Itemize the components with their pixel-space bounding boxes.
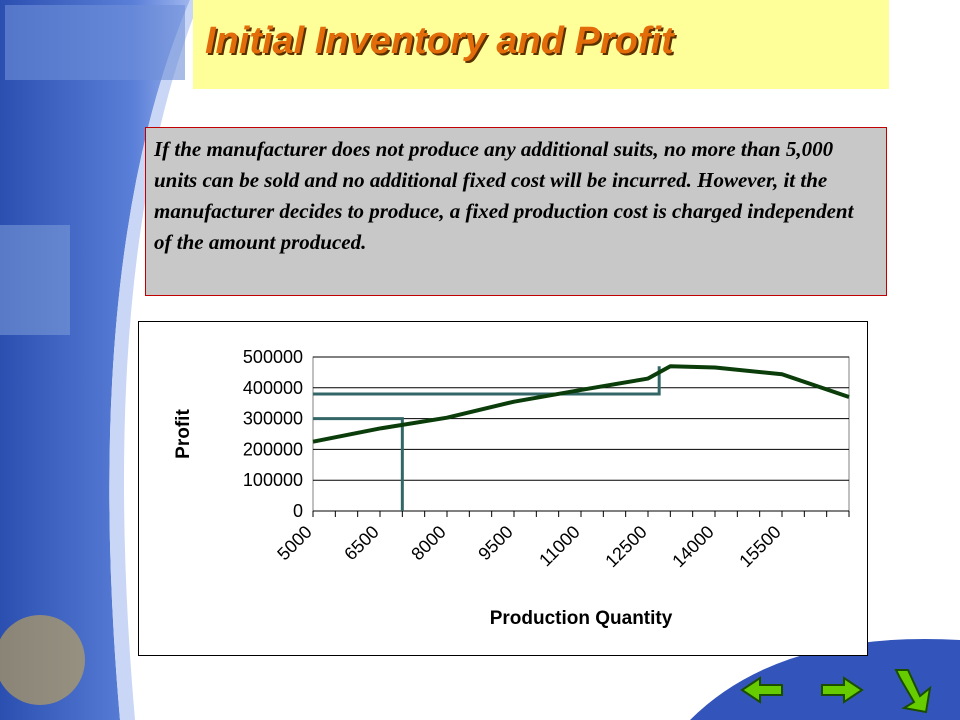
y-tick-label: 500000 (243, 347, 303, 367)
title-box: Initial Inventory and Profit (193, 0, 889, 89)
navigation-buttons (740, 669, 932, 714)
y-axis-title: Profit (173, 409, 194, 459)
return-arrow-icon[interactable] (894, 669, 932, 714)
profit-line (312, 364, 850, 444)
x-tick-label: 6500 (340, 522, 382, 564)
y-tick-label: 400000 (243, 378, 303, 398)
x-tick-label: 5000 (273, 522, 315, 564)
y-tick-label: 200000 (243, 439, 303, 459)
y-tick-label: 300000 (243, 409, 303, 429)
y-tick-label: 100000 (243, 470, 303, 490)
forward-arrow-icon[interactable] (821, 676, 864, 704)
x-tick-label: 11000 (535, 522, 584, 571)
chart-canvas: 0 100000 200000 300000 400000 500000 5000 6500 8… (173, 347, 850, 629)
x-tick-label: 8000 (407, 522, 449, 564)
plot-area (312, 356, 850, 512)
slide-title: Initial Inventory and Profit (205, 20, 674, 62)
profit-chart: 0 100000 200000 300000 400000 500000 5000 6500 8… (138, 321, 868, 656)
x-axis-title: Production Quantity (490, 608, 673, 629)
description-text: If the manufacturer does not produce any… (154, 137, 854, 254)
guide-line (313, 417, 404, 511)
back-arrow-icon[interactable] (740, 676, 783, 704)
x-tick-label: 15500 (735, 522, 785, 572)
x-tick-label: 14000 (668, 522, 718, 572)
x-tick-label: 12500 (601, 522, 651, 572)
y-tick-label: 0 (293, 501, 303, 521)
x-tick-label: 9500 (474, 522, 516, 564)
description-box: If the manufacturer does not produce any… (145, 127, 887, 296)
guide-line (313, 366, 661, 396)
